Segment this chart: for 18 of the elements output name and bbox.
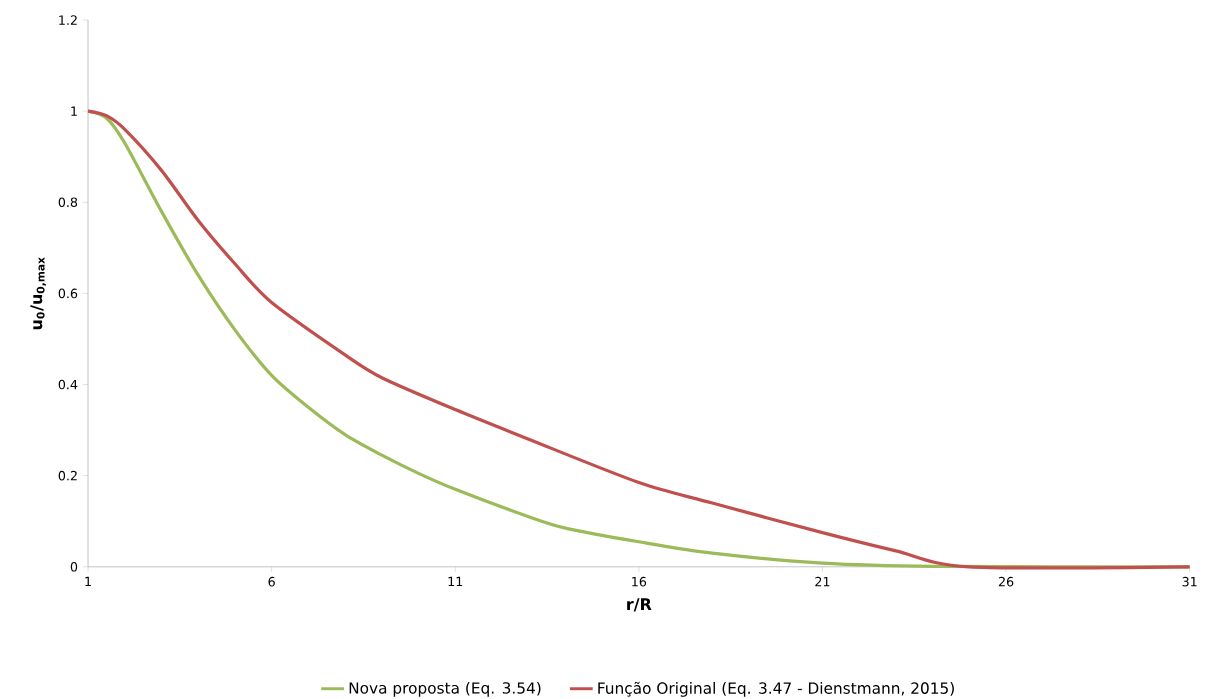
x-tick-label: 21: [815, 576, 830, 587]
y-tick-label: 1: [71, 106, 77, 116]
x-tick-label: 31: [1182, 576, 1197, 587]
legend-label: Nova proposta (Eq. 3.54): [349, 682, 541, 697]
y-tick-label: 0.4: [58, 379, 78, 390]
x-tick-label: 11: [448, 576, 463, 587]
y-tick-label: 0: [70, 562, 78, 572]
x-tick-label: 26: [998, 576, 1014, 587]
legend-label: Função Original (Eq. 3.47 - Dienstmann, 2015): [598, 681, 954, 697]
y-axis-title: u$_{0}$/u$_{0,max}$: [30, 257, 46, 330]
y-tick-label: 0.6: [58, 288, 78, 299]
y-tick-label: 1.2: [59, 15, 77, 25]
x-axis-title: r/R: [627, 598, 652, 612]
x-tick-label: 1: [85, 576, 91, 587]
x-tick-label: 16: [632, 576, 647, 587]
y-tick-label: 0.2: [58, 470, 77, 481]
y-tick-label: 0.8: [58, 197, 78, 208]
x-tick-label: 6: [268, 576, 275, 587]
